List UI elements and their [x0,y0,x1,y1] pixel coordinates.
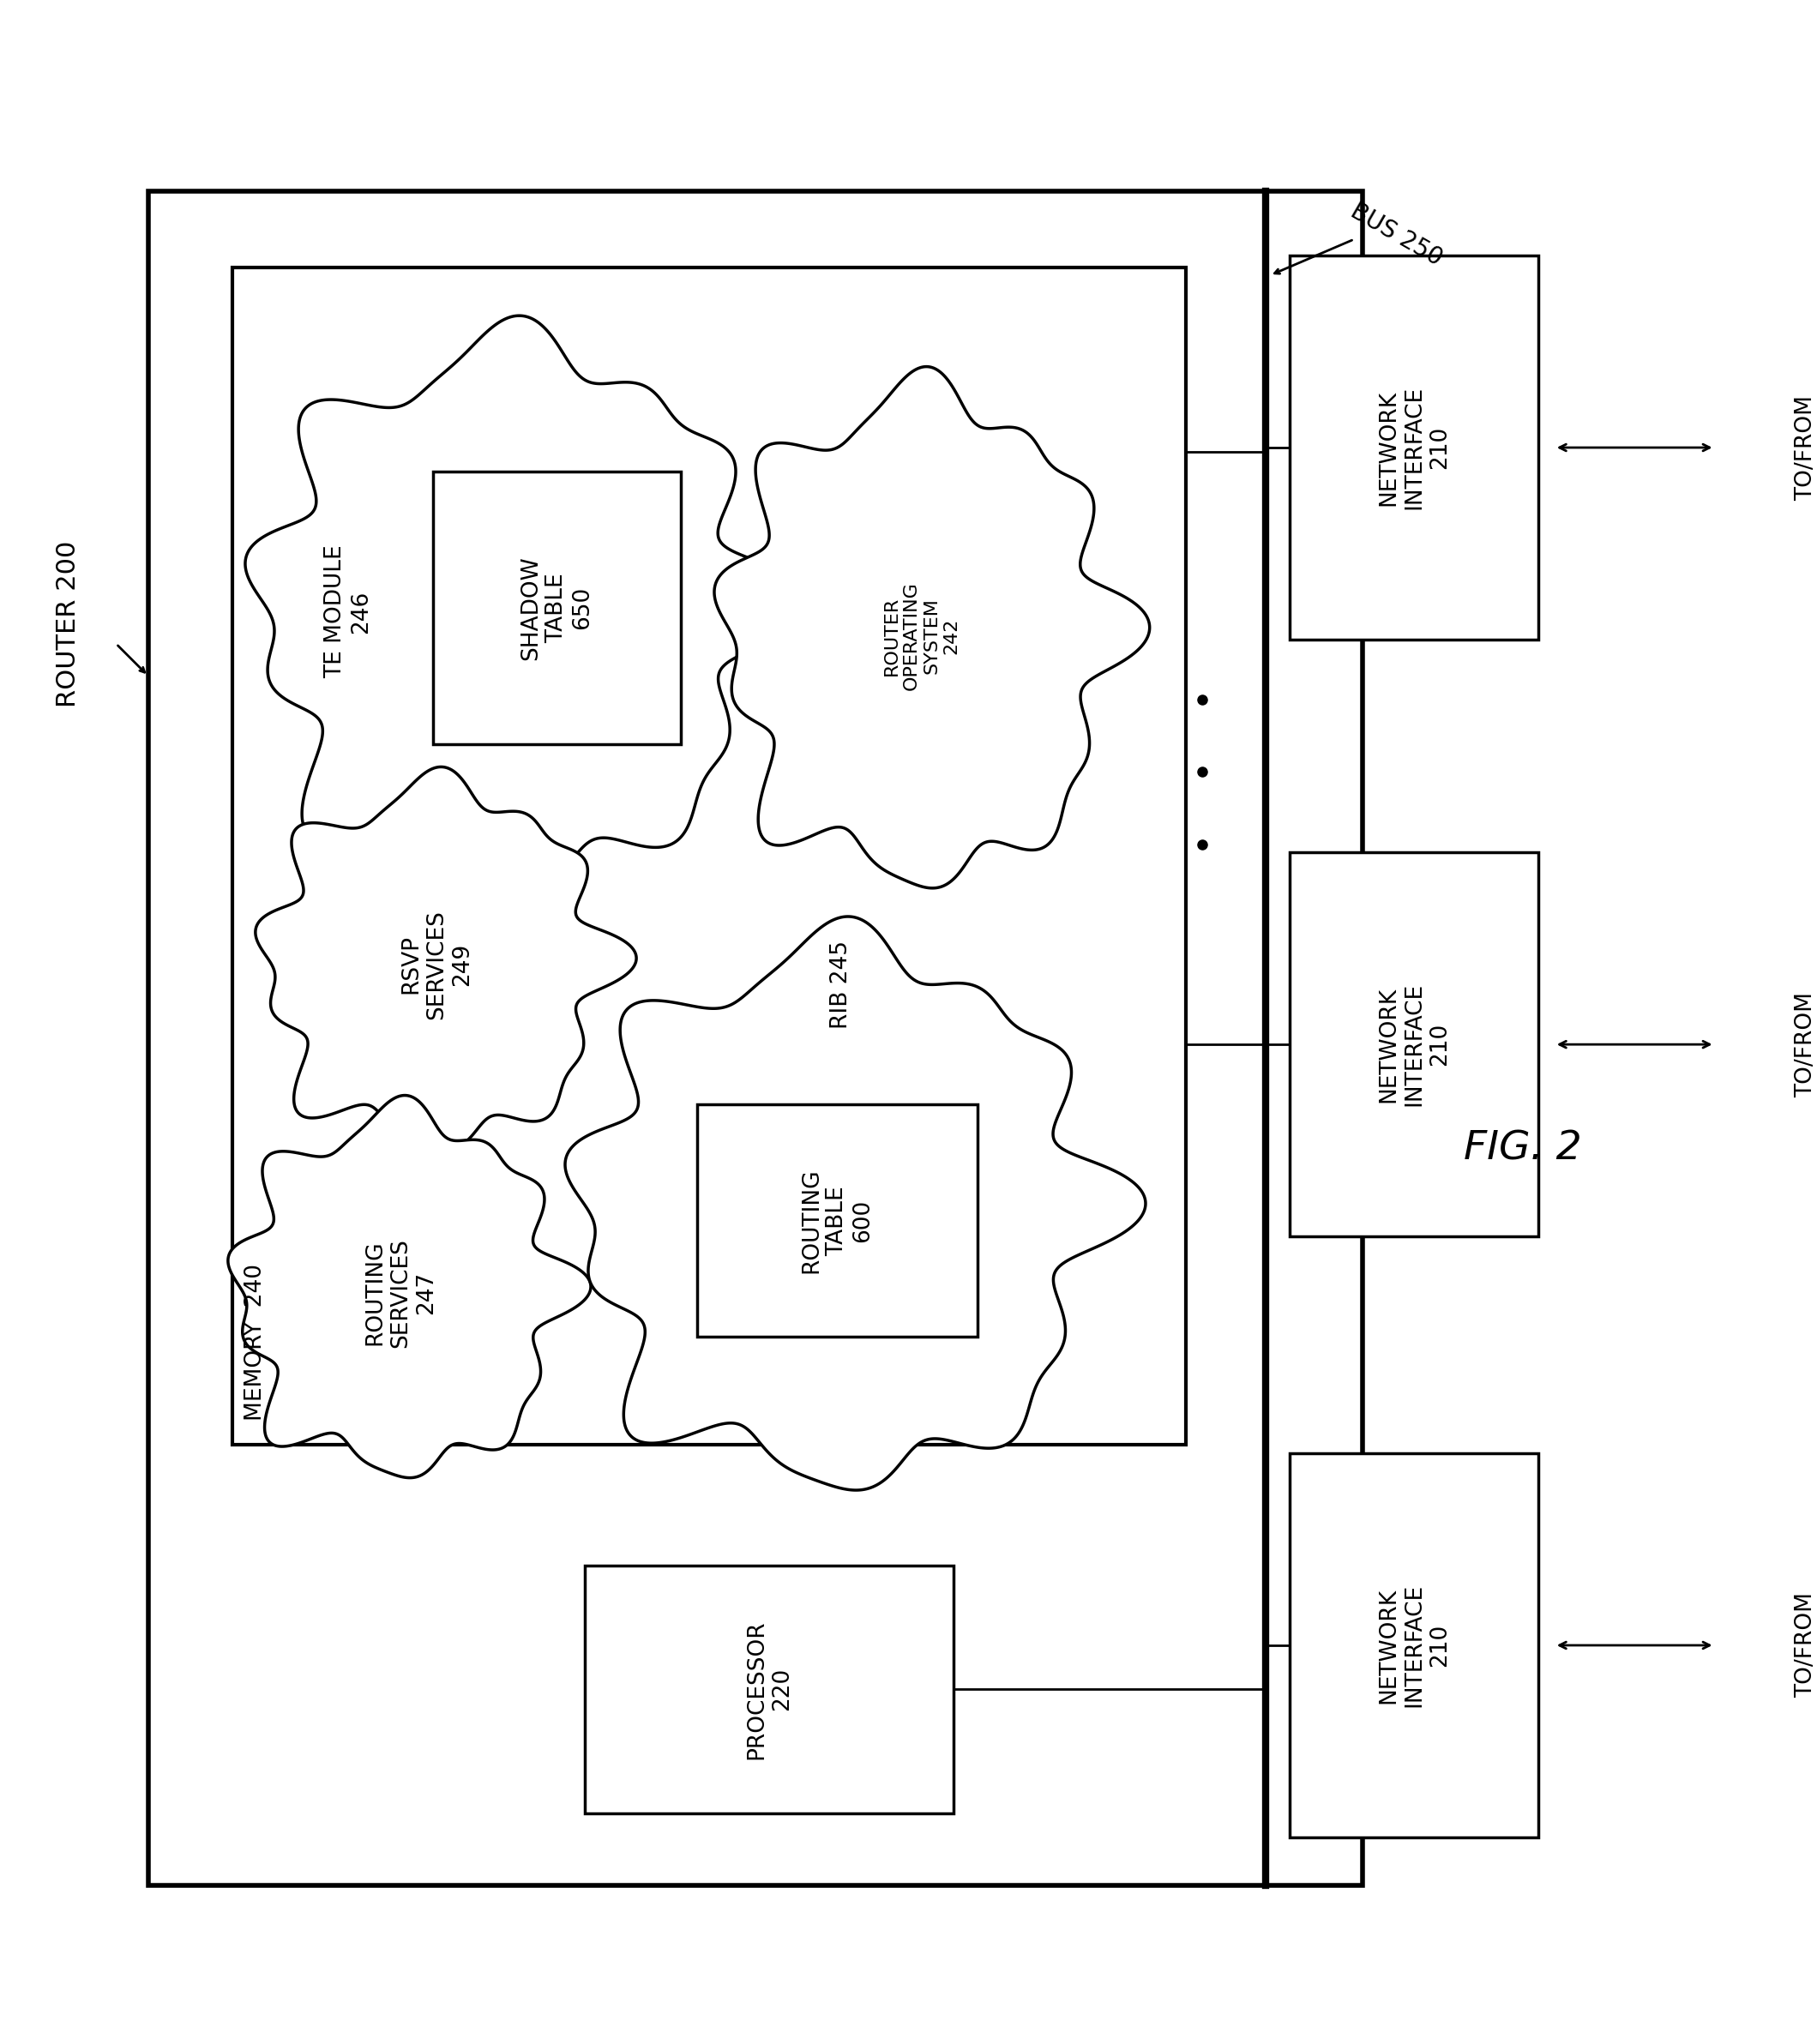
Text: SHADOW
TABLE
650: SHADOW TABLE 650 [520,556,594,660]
PathPatch shape [565,916,1145,1490]
FancyBboxPatch shape [1290,256,1539,640]
Text: RIB 245: RIB 245 [830,940,852,1028]
PathPatch shape [256,766,636,1149]
PathPatch shape [245,315,807,889]
FancyBboxPatch shape [585,1566,954,1813]
Text: MEMORY  240: MEMORY 240 [243,1263,267,1421]
Text: ROUTER
OPERATING
SYSTEM
242: ROUTER OPERATING SYSTEM 242 [883,580,959,691]
Text: NETWORK
INTERFACE
210: NETWORK INTERFACE 210 [1377,983,1452,1106]
Text: TO/FROM
NETWORK: TO/FROM NETWORK [1795,1588,1817,1703]
Text: FIG. 2: FIG. 2 [1463,1128,1581,1167]
PathPatch shape [714,366,1150,887]
Text: TO/FROM
NETWORK: TO/FROM NETWORK [1795,987,1817,1102]
Text: TE MODULE
246: TE MODULE 246 [325,546,372,679]
FancyBboxPatch shape [149,192,1363,1887]
FancyBboxPatch shape [432,472,681,744]
FancyBboxPatch shape [1290,852,1539,1237]
PathPatch shape [227,1096,591,1478]
Text: ROUTING
TABLE
600: ROUTING TABLE 600 [801,1167,874,1273]
Text: NETWORK
INTERFACE
210: NETWORK INTERFACE 210 [1377,386,1452,509]
Text: ROUTER 200: ROUTER 200 [56,540,80,707]
FancyBboxPatch shape [233,268,1187,1445]
Text: RSVP
SERVICES
249: RSVP SERVICES 249 [400,910,474,1020]
Text: BUS 250: BUS 250 [1346,198,1446,272]
FancyBboxPatch shape [1290,1453,1539,1838]
Text: NETWORK
INTERFACE
210: NETWORK INTERFACE 210 [1377,1584,1452,1707]
Text: PROCESSOR
220: PROCESSOR 220 [745,1619,794,1760]
FancyBboxPatch shape [698,1104,978,1337]
Text: TO/FROM
NETWORK: TO/FROM NETWORK [1795,390,1817,505]
Text: ROUTING
SERVICES
247: ROUTING SERVICES 247 [363,1239,438,1347]
